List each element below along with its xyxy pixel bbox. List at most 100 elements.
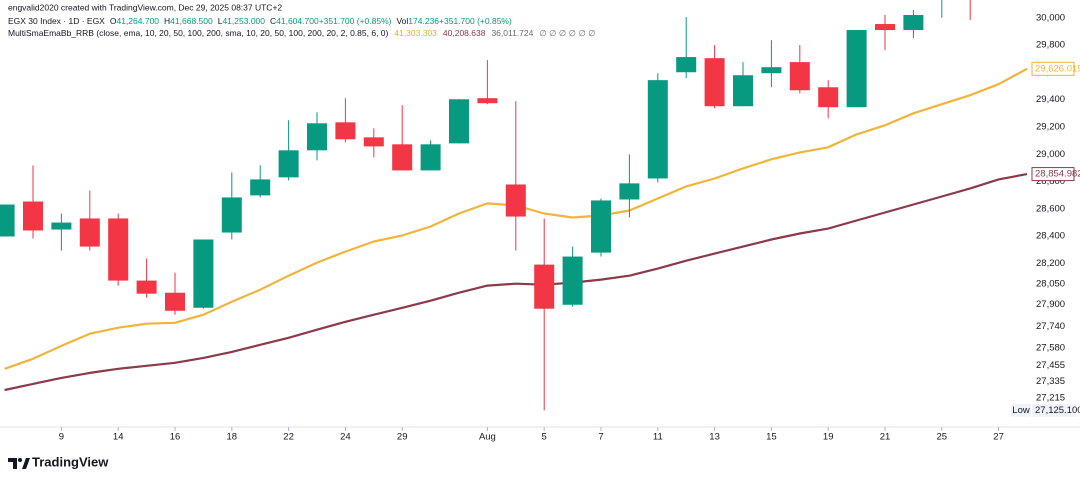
candle-body (335, 122, 356, 140)
candle-body (875, 24, 895, 31)
x-tick-label: 24 (340, 432, 351, 443)
legend-item: 41,264.700 (116, 16, 159, 26)
candle-body (51, 222, 72, 230)
x-tick-label: 27 (993, 432, 1004, 443)
candle-body (534, 264, 555, 309)
x-tick-label: 18 (227, 432, 238, 443)
price-label: 29,626.019 (1035, 63, 1080, 74)
candle-body (477, 98, 498, 104)
candle-body (392, 144, 413, 171)
candle-body (647, 80, 668, 179)
x-tick-label: 29 (397, 432, 408, 443)
y-tick-label: 29,200 (1036, 121, 1065, 132)
legend-item: 40,208.638 (443, 28, 486, 38)
x-tick-label: 25 (937, 432, 948, 443)
legend-line: EGX 30 Index · 1D · EGX O41,264.700 H41,66… (8, 16, 512, 26)
legend-item: +351.700 (+0.85%) (319, 16, 392, 26)
candle-body (136, 280, 157, 294)
candle-body (165, 292, 185, 311)
x-tick-label: 22 (283, 432, 294, 443)
candle-body (221, 197, 242, 233)
x-tick-label: 14 (113, 432, 124, 443)
x-tick-label: 15 (766, 432, 777, 443)
candle-body (818, 87, 839, 108)
candle-body (79, 218, 100, 247)
candle-body (250, 179, 271, 196)
y-tick-label: 27,900 (1036, 299, 1065, 310)
x-tick-label: 5 (542, 432, 547, 443)
candle-body (789, 62, 810, 91)
low-tag: Low (1012, 405, 1030, 416)
price-label-box (1031, 61, 1075, 76)
x-tick-label: 13 (709, 432, 720, 443)
header: engvalid2020 created with TradingView.co… (8, 2, 282, 12)
y-tick-label: 29,000 (1036, 149, 1065, 160)
legend-item: Vol (396, 16, 408, 26)
y-tick-label: 28,200 (1036, 258, 1065, 269)
x-tick-label: 7 (598, 432, 603, 443)
y-tick-label: 28,600 (1036, 203, 1065, 214)
candle-body (704, 58, 725, 107)
legend-item: MultiSmaEmaBb_RRB (close, ema, 10, 20, 5… (8, 28, 389, 38)
candle-body (108, 218, 129, 281)
low-tag-box (1011, 403, 1031, 417)
x-tick-label: 19 (823, 432, 834, 443)
candle-body (676, 57, 697, 73)
y-tick-label: 27,335 (1036, 376, 1065, 387)
legend-item: 36,011.724 (491, 28, 533, 38)
legend-item: 41,253.000 (222, 16, 265, 26)
legend-item: +351.700 (+0.85%) (439, 16, 512, 26)
y-tick-label: 29,800 (1036, 40, 1065, 51)
legend-item: H (164, 16, 170, 26)
legend-item: O (110, 16, 117, 26)
y-tick-label: 27,215 (1036, 393, 1065, 404)
legend-item: EGX 30 Index · 1D · EGX (8, 16, 105, 26)
legend-item: 41,668.500 (170, 16, 213, 26)
candle-body (449, 99, 469, 144)
price-label: 28,854.982 (1035, 169, 1080, 180)
candle-body (193, 239, 214, 308)
x-tick-label: 21 (880, 432, 891, 443)
y-tick-label: 28,800 (1036, 176, 1065, 187)
candle-body (505, 184, 526, 217)
y-tick-label: 28,050 (1036, 279, 1065, 290)
brand: TradingView (32, 454, 109, 469)
plot-area (0, 0, 1028, 411)
low-label: 27,125.100 (1035, 405, 1080, 416)
candle-body (562, 256, 583, 305)
y-tick-label: 27,740 (1036, 321, 1065, 332)
candle-body (363, 137, 384, 147)
y-tick-label: 27,455 (1036, 360, 1065, 371)
x-tick-label: 16 (170, 432, 181, 443)
x-tick-label: 11 (653, 432, 663, 443)
y-tick-label: 29,400 (1036, 94, 1065, 105)
candle-body (0, 204, 15, 237)
x-tick-label: Aug (479, 432, 496, 443)
legend-item: L (218, 16, 223, 26)
candle-body (420, 144, 441, 171)
legend-item: 41,303.303 (394, 28, 437, 38)
legend-item: C (270, 16, 276, 26)
legend-line: MultiSmaEmaBb_RRB (close, ema, 10, 20, 5… (8, 28, 596, 38)
legend-item: 41,604.700 (276, 16, 319, 26)
candle-body (278, 150, 299, 178)
candle-body (619, 183, 640, 200)
indicator-line (4, 173, 1028, 392)
y-tick-label: 27,580 (1036, 343, 1065, 354)
candle-body (733, 75, 753, 107)
candle-body (903, 15, 924, 31)
legend-item: ∅ ∅ ∅ ∅ ∅ ∅ (539, 28, 595, 38)
candle-body (761, 67, 782, 74)
y-tick-label: 30,000 (1036, 12, 1065, 23)
y-tick-label: 28,400 (1036, 231, 1065, 242)
price-label-box (1031, 167, 1075, 182)
x-tick-label: 9 (59, 432, 64, 443)
candle-body (23, 201, 43, 231)
candle-body (591, 200, 611, 253)
legend-item: 174.236 (408, 16, 439, 26)
candle-body (307, 123, 327, 151)
brand-logo (8, 458, 30, 469)
candle-body (846, 30, 867, 108)
